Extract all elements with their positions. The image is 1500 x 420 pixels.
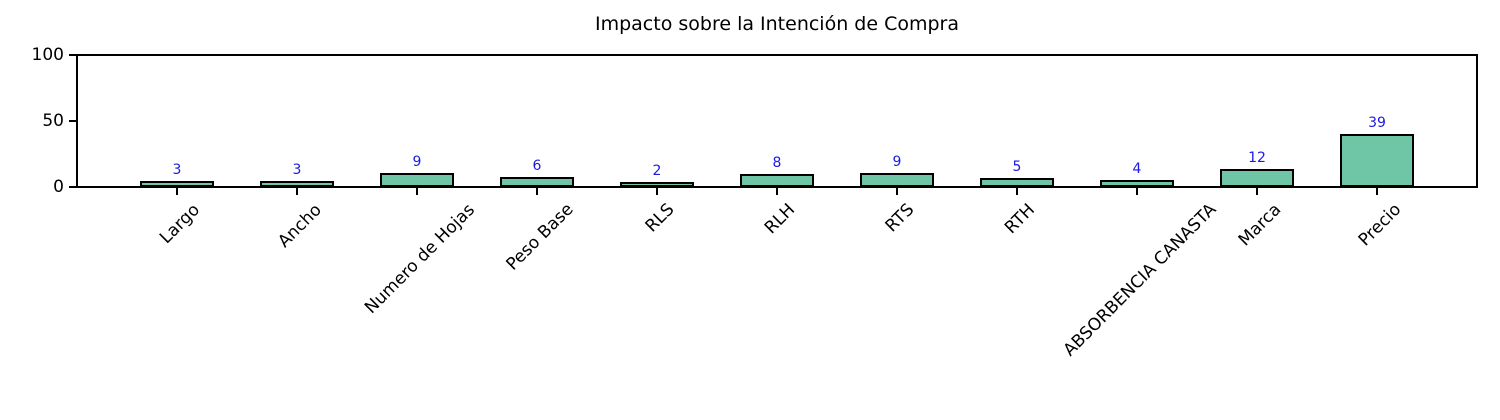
bar (1340, 133, 1414, 187)
plot-area (76, 54, 1478, 188)
chart-title: Impacto sobre la Intención de Compra (594, 13, 960, 35)
bar-value-label: 5 (1012, 159, 1022, 176)
x-axis-tick (416, 188, 418, 195)
x-axis-tick (1136, 188, 1138, 195)
x-axis-tick-label: RTS (881, 200, 919, 237)
x-axis-tick-label: RTH (1000, 200, 1040, 239)
bar-value-label: 12 (1248, 150, 1266, 167)
bar-value-label: 4 (1132, 160, 1142, 177)
bar (620, 182, 694, 187)
bar-value-label: 9 (412, 154, 422, 171)
bar (260, 181, 334, 187)
x-axis-tick (1016, 188, 1018, 195)
y-axis-tick (69, 120, 76, 122)
bar-value-label: 3 (292, 162, 302, 179)
bar (500, 177, 574, 187)
bar (140, 181, 214, 187)
x-axis-tick (536, 188, 538, 195)
x-axis-tick-label: Peso Base (502, 199, 578, 276)
x-axis-tick (896, 188, 898, 195)
bar (1220, 169, 1294, 187)
bar-value-label: 39 (1368, 114, 1386, 131)
bar-value-label: 8 (772, 155, 782, 172)
bar-value-label: 3 (172, 162, 182, 179)
x-axis-tick (1376, 188, 1378, 195)
x-axis-tick (176, 188, 178, 195)
x-axis-tick (296, 188, 298, 195)
y-axis-tick-label: 50 (42, 111, 64, 131)
bar-value-label: 9 (892, 154, 902, 171)
y-axis-tick (69, 186, 76, 188)
x-axis-tick-label: Ancho (274, 200, 326, 252)
bar-value-label: 6 (532, 158, 542, 175)
x-axis-tick-label: Largo (156, 200, 204, 248)
bar (1100, 179, 1174, 187)
x-axis-tick-label: Marca (1234, 199, 1286, 251)
y-axis-tick (69, 54, 76, 56)
x-axis-tick-label: ABSORBENCIA CANASTA (1059, 199, 1221, 361)
bar (740, 174, 814, 187)
x-axis-tick-label: RLH (760, 199, 800, 239)
y-axis-tick-label: 100 (31, 45, 64, 65)
x-axis-tick-label: Precio (1354, 200, 1406, 251)
x-axis-tick (776, 188, 778, 195)
bar-value-label: 2 (652, 163, 662, 180)
y-axis-tick-label: 0 (53, 177, 64, 197)
x-axis-tick (656, 188, 658, 195)
x-axis-tick-label: Numero de Hojas (361, 200, 479, 319)
x-axis-tick-label: RLS (641, 199, 679, 237)
bar (860, 173, 934, 187)
x-axis-tick (1256, 188, 1258, 195)
bar (380, 173, 454, 187)
bar (980, 178, 1054, 187)
